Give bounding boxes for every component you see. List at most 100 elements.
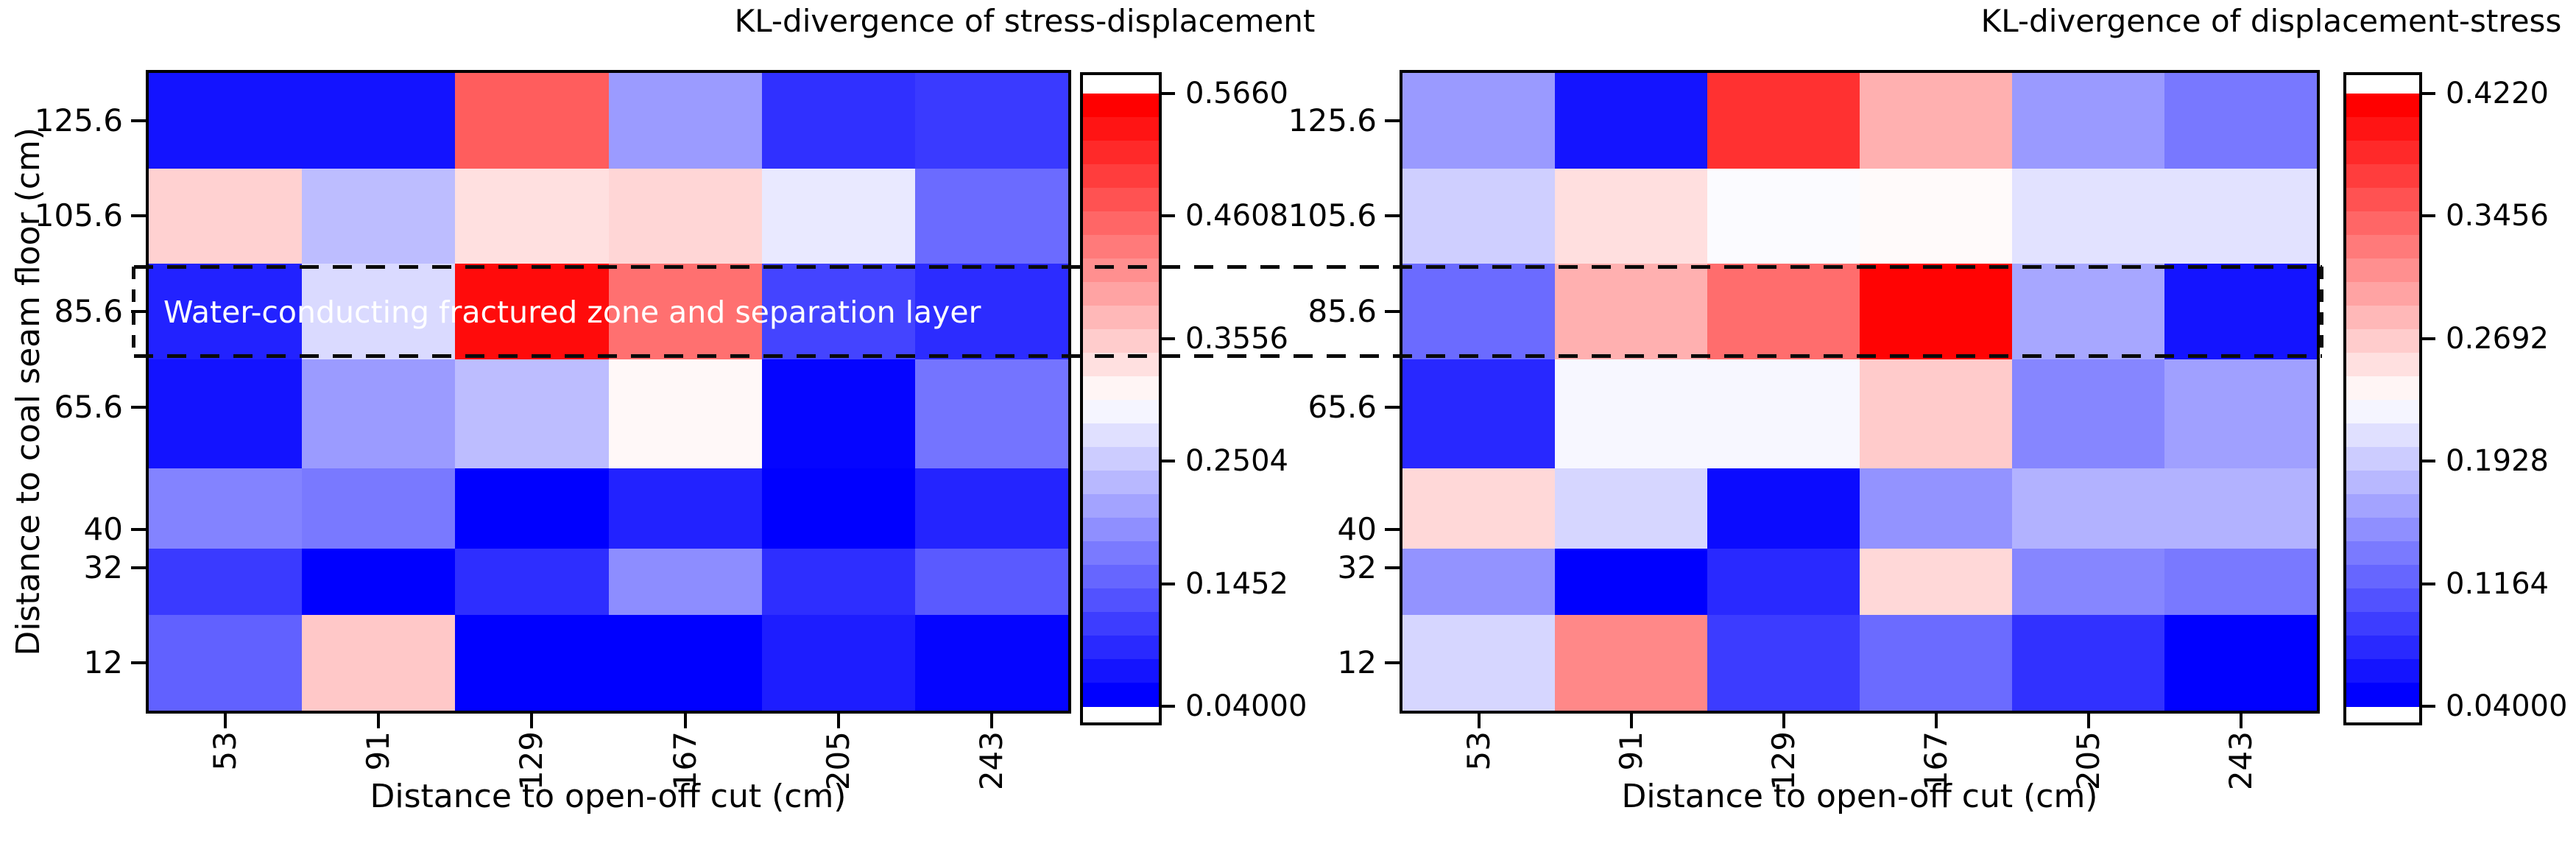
heatmap-1-cell-r3c2	[1707, 359, 1860, 469]
heatmap-1-cell-r6c5	[2164, 615, 2318, 711]
heatmap-0-cell-r4c2	[455, 468, 610, 549]
heatmap-0-cell-r2c0	[149, 264, 303, 360]
heatmap-1-cell-r6c2	[1707, 615, 1860, 711]
heatmap-0-cell-r1c5	[914, 168, 1069, 264]
colorbar-0-step-14	[1083, 423, 1159, 448]
colorbar-0-step-15	[1083, 447, 1159, 471]
heatmap-1-cell-r2c4	[2012, 264, 2165, 360]
heatmap-1-cell-r4c5	[2164, 468, 2318, 549]
heatmap-0-cell-r5c3	[608, 548, 763, 616]
heatmap-0-xtick-label-2: 129	[513, 731, 550, 791]
heatmap-1-xtick-5	[2239, 714, 2242, 728]
colorbar-1-step-16	[2346, 471, 2419, 495]
heatmap-0-cell-r4c4	[761, 468, 916, 549]
heatmap-1-cell-r6c1	[1555, 615, 1708, 711]
heatmap-1-cell-r5c5	[2164, 548, 2318, 616]
heatmap-0-cell-r6c5	[914, 615, 1069, 711]
heatmap-0-cell-r0c2	[455, 73, 610, 169]
colorbar-1-step-4	[2346, 188, 2419, 212]
colorbar-1-tick-2	[2422, 337, 2435, 340]
heatmap-1-xtick-label-5: 243	[2222, 731, 2259, 791]
heatmap-1-ytick-label-5: 32	[1337, 549, 1377, 585]
heatmap-1-cell-r0c0	[1402, 73, 1556, 169]
heatmap-1-cell-r3c4	[2012, 359, 2165, 469]
heatmap-0-cell-r3c5	[914, 359, 1069, 469]
heatmap-1-ytick-3	[1385, 405, 1400, 409]
colorbar-1-tick-3	[2422, 460, 2435, 463]
heatmap-1-cell-r1c4	[2012, 168, 2165, 264]
colorbar-1-step-21	[2346, 588, 2419, 613]
heatmap-1-cell-r3c3	[1860, 359, 2013, 469]
heatmap-0-cell-r5c1	[302, 548, 456, 616]
heatmap-1-cell-r5c4	[2012, 548, 2165, 616]
colorbar-0-step-16	[1083, 471, 1159, 495]
heatmap-0-ytick-label-6: 12	[83, 644, 123, 681]
heatmap-0-cell-r5c0	[149, 548, 303, 616]
heatmap-0-cell-r5c2	[455, 548, 610, 616]
colorbar-1-tick-label-3: 0.1928	[2446, 444, 2549, 479]
heatmap-1-cell-r0c5	[2164, 73, 2318, 169]
colorbar-0-tick-label-1: 0.4608	[1185, 199, 1288, 233]
heatmap-0-cell-r6c3	[608, 615, 763, 711]
heatmap-0-xtick-label-1: 91	[360, 731, 397, 771]
heatmap-0-cell-r4c0	[149, 468, 303, 549]
heatmap-0-cell-r5c5	[914, 548, 1069, 616]
heatmap-0-cell-r5c4	[761, 548, 916, 616]
heatmap-1-cell-r0c4	[2012, 73, 2165, 169]
heatmap-1-cell-r2c1	[1555, 264, 1708, 360]
heatmap-0-xtick-5	[989, 714, 993, 728]
heatmap-0-xtick-0	[224, 714, 227, 728]
colorbar-1-step-11	[2346, 353, 2419, 377]
heatmap-1-cell-r2c5	[2164, 264, 2318, 360]
colorbar-0-tick-0	[1162, 92, 1175, 95]
colorbar-1-step-0	[2346, 94, 2419, 118]
heatmap-1-cell-r4c2	[1707, 468, 1860, 549]
dashed-box-left-bracket	[132, 267, 135, 356]
heatmap-0-cell-r1c4	[761, 168, 916, 264]
colorbar-1-step-14	[2346, 423, 2419, 448]
colorbar-0-step-13	[1083, 400, 1159, 424]
colorbar-0-step-23	[1083, 636, 1159, 660]
annotation-water-zone-label: Water-conducting fractured zone and sepa…	[163, 295, 981, 330]
heatmap-0-cell-r0c3	[608, 73, 763, 169]
colorbar-0-step-0	[1083, 94, 1159, 118]
heatmap-1-cell-r5c2	[1707, 548, 1860, 616]
colorbar-0-tick-5	[1162, 705, 1175, 708]
colorbar-1-tick-1	[2422, 214, 2435, 218]
heatmap-0-cell-r6c2	[455, 615, 610, 711]
heatmap-0-xtick-label-5: 243	[973, 731, 1009, 791]
heatmap-0-xtick-label-0: 53	[206, 731, 243, 771]
colorbar-0-step-10	[1083, 329, 1159, 353]
colorbar-0-step-24	[1083, 659, 1159, 683]
colorbar-1-tick-5	[2422, 705, 2435, 708]
colorbar-0-step-17	[1083, 494, 1159, 518]
heatmap-0-cell-r2c5	[914, 264, 1069, 360]
colorbar-0-step-1	[1083, 117, 1159, 141]
heatmap-1-xtick-label-3: 167	[1917, 731, 1954, 791]
colorbar-0-tick-label-5: 0.04000	[1185, 689, 1308, 723]
heatmap-1-xtick-label-0: 53	[1460, 731, 1497, 771]
right-x-axis-label: Distance to open-off cut (cm)	[1621, 778, 2098, 815]
heatmap-0-cell-r0c5	[914, 73, 1069, 169]
heatmap-0-xtick-3	[683, 714, 687, 728]
colorbar-0-tick-label-2: 0.3556	[1185, 321, 1288, 356]
heatmap-1-cell-r6c3	[1860, 615, 2013, 711]
heatmap-0-ytick-label-0: 125.6	[34, 102, 123, 138]
colorbar-0-step-3	[1083, 164, 1159, 189]
colorbar-0-tick-1	[1162, 214, 1175, 218]
heatmap-0-cell-r1c0	[149, 168, 303, 264]
colorbar-1-step-2	[2346, 141, 2419, 165]
heatmap-0-cell-r0c0	[149, 73, 303, 169]
colorbar-1-step-6	[2346, 235, 2419, 259]
colorbar-0-step-4	[1083, 188, 1159, 212]
heatmap-0-frame	[146, 70, 1071, 714]
colorbar-0-tick-label-0: 0.5660	[1185, 77, 1288, 110]
colorbar-1-step-3	[2346, 164, 2419, 189]
heatmap-0-cell-r6c4	[761, 615, 916, 711]
heatmap-0-cell-r1c3	[608, 168, 763, 264]
heatmap-0-cell-r6c0	[149, 615, 303, 711]
colorbar-1-step-12	[2346, 376, 2419, 401]
heatmap-1-cell-r3c0	[1402, 359, 1556, 469]
heatmap-1-cell-r6c0	[1402, 615, 1556, 711]
heatmap-1-cell-r2c3	[1860, 264, 2013, 360]
